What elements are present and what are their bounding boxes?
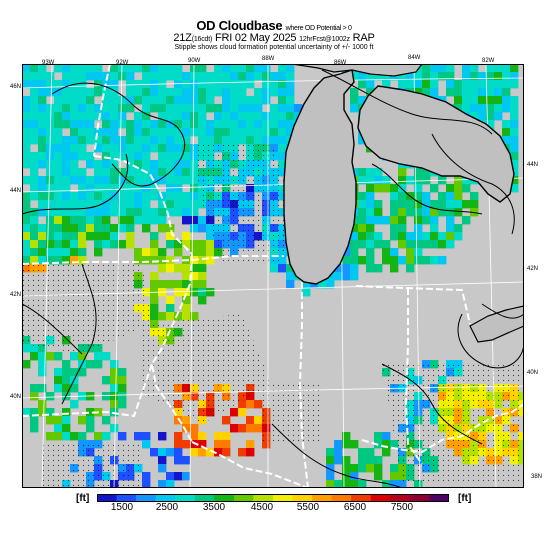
colorbar-tick: 6500 <box>343 502 367 513</box>
lat-label-left: 44N <box>10 188 22 194</box>
map-title: OD Cloudbase where OD Potential > 0 <box>0 18 548 33</box>
colorbar-frame <box>97 494 449 502</box>
title-main: OD Cloudbase <box>196 18 283 33</box>
title-note: where OD Potential > 0 <box>285 25 352 32</box>
colorbar-swatch <box>292 494 313 502</box>
colorbar-tick: 1500 <box>110 502 134 513</box>
colorbar-swatch <box>312 494 333 502</box>
lon-label: 88W <box>262 56 275 62</box>
valid-time-line: 21Z(16cdt) FRI 02 May 2025 12hrFcst@1002… <box>0 32 548 44</box>
colorbar-swatch <box>429 494 449 502</box>
colorbar-tick: 5500 <box>296 502 320 513</box>
lon-label: 93W <box>42 60 55 66</box>
colorbar-swatch <box>390 494 411 502</box>
lat-label-left: 42N <box>10 292 22 298</box>
lon-label: 82W <box>482 58 495 64</box>
lat-label-right: 40N <box>527 370 539 376</box>
colorbar-swatch <box>194 494 215 502</box>
lake-erie <box>469 305 524 343</box>
colorbar-swatch <box>351 494 372 502</box>
colorbar-swatch <box>273 494 294 502</box>
model-name: RAP <box>352 32 375 44</box>
colorbar-swatch <box>97 494 118 502</box>
colorbar-swatch <box>116 494 137 502</box>
colorbar-swatch <box>175 494 196 502</box>
lon-label: 90W <box>188 58 201 64</box>
lon-label: 86W <box>334 60 347 66</box>
stipple-note: Stipple shows cloud formation potential … <box>174 44 374 51</box>
date: FRI 02 May 2025 <box>214 32 297 44</box>
lat-label-left: 46N <box>10 84 22 90</box>
uncertainty-stipple <box>22 144 522 488</box>
lon-label: 84W <box>408 55 421 61</box>
lat-label-left: 40N <box>10 394 22 400</box>
colorbar-unit-left: [ft] <box>76 493 90 504</box>
lat-label-right: 44N <box>527 162 539 168</box>
colorbar-swatch <box>155 494 176 502</box>
colorbar-swatch <box>409 494 430 502</box>
colorbar <box>97 494 449 502</box>
colorbar-swatch <box>331 494 352 502</box>
colorbar-tick: 2500 <box>155 502 179 513</box>
colorbar-tick: 4500 <box>250 502 274 513</box>
model-note: 12hrFcst@1002z <box>299 36 350 43</box>
colorbar-swatch <box>233 494 254 502</box>
colorbar-tick: 7500 <box>390 502 414 513</box>
colorbar-swatch <box>136 494 157 502</box>
time-local: (16cdt) <box>191 36 213 43</box>
colorbar-swatch <box>253 494 274 502</box>
contour-lines <box>22 69 524 488</box>
lake-michigan <box>283 69 357 285</box>
cloudbase-map <box>22 64 524 488</box>
colorbar-tick: 3500 <box>202 502 226 513</box>
colorbar-swatch <box>370 494 391 502</box>
lat-label-right: 38N <box>531 474 543 480</box>
lake-huron <box>357 85 515 203</box>
lon-label: 92W <box>116 60 129 66</box>
lat-label-right: 42N <box>527 266 539 272</box>
colorbar-unit-right: [ft] <box>458 493 472 504</box>
lake-superior <box>291 64 423 77</box>
colorbar-swatch <box>214 494 235 502</box>
time-main: 21Z <box>173 32 192 44</box>
